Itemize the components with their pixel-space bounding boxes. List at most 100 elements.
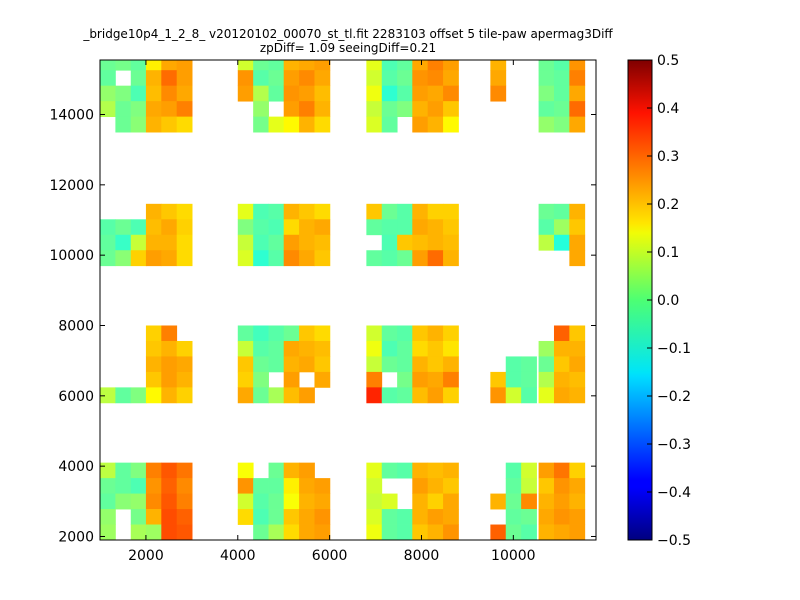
heatmap-cell (268, 356, 285, 373)
heatmap-cell (115, 234, 132, 251)
colorbar-tick-label: 0.2 (657, 197, 679, 213)
heatmap-cell (314, 371, 331, 388)
heatmap-cell (427, 219, 444, 236)
heatmap-cell (538, 356, 555, 373)
heatmap-cell (253, 250, 269, 267)
heatmap-cell (443, 356, 459, 373)
heatmap-cell (283, 234, 300, 251)
heatmap-cell (130, 101, 147, 118)
plot-frame (99, 59, 597, 541)
heatmap-cell (299, 387, 315, 404)
heatmap-cell (490, 85, 507, 102)
heatmap-cell (283, 509, 300, 525)
heatmap-cell (176, 478, 193, 494)
heatmap-cell (505, 462, 522, 479)
heatmap-cell (381, 219, 398, 236)
heatmap-cell (381, 524, 398, 540)
heatmap-cell (283, 478, 300, 494)
heatmap-cell (366, 70, 383, 87)
heatmap-cell (100, 85, 116, 102)
colorbar-tick-label: −0.2 (657, 389, 691, 405)
heatmap-cell (443, 219, 459, 236)
heatmap-cell (115, 462, 132, 479)
heatmap-cell (100, 101, 116, 118)
heatmap-cell (366, 60, 383, 71)
heatmap-cell (443, 340, 459, 357)
heatmap-cell (130, 250, 147, 267)
y-tick-label: 6000 (58, 389, 94, 405)
heatmap-cell (366, 493, 383, 510)
heatmap-cell (130, 234, 147, 251)
heatmap-cell (314, 70, 331, 87)
heatmap-cell (366, 340, 383, 357)
heatmap-cell (569, 101, 586, 118)
heatmap-cell (268, 203, 285, 220)
heatmap-cell (314, 203, 331, 220)
heatmap-cell (521, 371, 537, 388)
heatmap-cell (253, 478, 269, 494)
heatmap-cell (176, 371, 193, 388)
heatmap-cell (115, 387, 132, 404)
heatmap-cell (538, 493, 555, 510)
heatmap-cell (314, 85, 331, 102)
heatmap-cell (299, 234, 315, 251)
heatmap-cell (553, 219, 570, 236)
heatmap-cell (569, 70, 586, 87)
heatmap-cell (490, 493, 507, 510)
heatmap-cell (443, 509, 459, 525)
heatmap-cell (161, 509, 178, 525)
heatmap-cell (100, 250, 116, 267)
heatmap-cell (397, 524, 413, 540)
heatmap-cell (100, 387, 116, 404)
heatmap-cell (237, 234, 254, 251)
heatmap-cell (237, 203, 254, 220)
heatmap-cell (145, 356, 162, 373)
heatmap-cell (569, 234, 586, 251)
heatmap-cell (366, 101, 383, 118)
heatmap-cell (314, 356, 331, 373)
heatmap-cell (145, 250, 162, 267)
heatmap-cell (490, 70, 507, 87)
x-tick-label: 2000 (128, 548, 164, 564)
heatmap-cell (412, 203, 429, 220)
heatmap-cell (412, 509, 429, 525)
heatmap-cell (161, 70, 178, 87)
heatmap-cell (100, 462, 116, 479)
heatmap-cell (412, 250, 429, 267)
heatmap-cell (314, 524, 331, 540)
heatmap-cell (521, 356, 537, 373)
heatmap-cell (253, 101, 269, 118)
heatmap-cell (299, 509, 315, 525)
heatmap-cell (569, 203, 586, 220)
heatmap-cell (366, 478, 383, 494)
heatmap-cell (283, 70, 300, 87)
heatmap-cell (268, 493, 285, 510)
heatmap-cell (569, 371, 586, 388)
heatmap-cell (412, 493, 429, 510)
heatmap-cell (443, 101, 459, 118)
heatmap-cell (427, 356, 444, 373)
heatmap-cell (161, 85, 178, 102)
heatmap-cell (412, 116, 429, 133)
heatmap-cell (569, 325, 586, 342)
heatmap-cell (299, 250, 315, 267)
colorbar-tick-label: −0.5 (657, 533, 691, 549)
heatmap-cell (427, 478, 444, 494)
colorbar-tick-label: 0.4 (657, 101, 679, 117)
heatmap-cell (145, 70, 162, 87)
heatmap-cell (299, 219, 315, 236)
heatmap-cell (553, 101, 570, 118)
heatmap-cell (314, 60, 331, 71)
heatmap-cell (412, 70, 429, 87)
heatmap-cell (253, 493, 269, 510)
heatmap-cell (283, 493, 300, 510)
heatmap-cell (268, 478, 285, 494)
heatmap-cell (427, 60, 444, 71)
heatmap-cell (366, 387, 383, 404)
heatmap-cell (253, 60, 269, 71)
heatmap-cell (412, 356, 429, 373)
heatmap-cell (569, 85, 586, 102)
heatmap-cell (427, 340, 444, 357)
heatmap-cell (314, 340, 331, 357)
